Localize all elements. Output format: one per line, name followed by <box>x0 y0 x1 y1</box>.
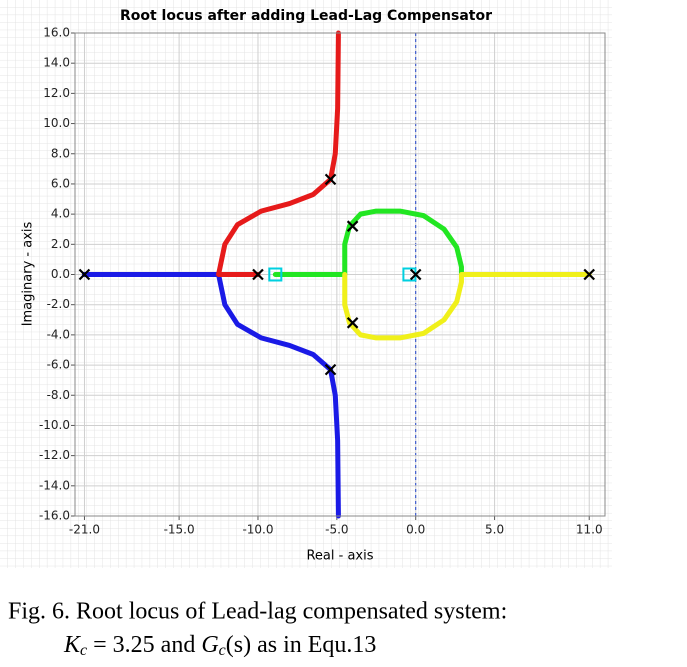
y-tick-label: 10.0 <box>43 116 70 130</box>
y-tick-label: -12.0 <box>39 448 70 462</box>
caption-line: Kc = 3.25 and Gc(s) as in Equ.13 <box>63 632 376 659</box>
caption-part: G <box>201 632 218 658</box>
y-tick-label: 6.0 <box>51 176 70 190</box>
locus-branch <box>216 30 341 277</box>
y-tick-label: -8.0 <box>47 388 70 402</box>
pole-marker <box>324 173 337 186</box>
pole-marker <box>346 220 359 232</box>
x-tick-label: -5.0 <box>325 523 348 537</box>
y-tick-label: 0.0 <box>51 267 70 281</box>
y-tick-label: 12.0 <box>43 86 70 100</box>
locus-branch <box>272 208 464 277</box>
pole-marker <box>252 268 264 281</box>
caption-part: c <box>80 642 87 659</box>
pole-marker <box>583 268 596 281</box>
y-tick-label: -4.0 <box>47 327 70 341</box>
y-tick-label: -14.0 <box>39 478 70 492</box>
caption-line: Fig. 6. Root locus of Lead-lag compensat… <box>8 599 507 625</box>
zero-marker <box>268 267 283 282</box>
marks <box>78 30 596 519</box>
pole-marker <box>78 268 91 281</box>
y-tick-label: -10.0 <box>39 418 70 432</box>
y-tick-label: 16.0 <box>43 26 70 40</box>
y-tick-label: 4.0 <box>51 207 70 221</box>
y-tick-label: -2.0 <box>47 297 70 311</box>
x-tick-label: 11.0 <box>576 523 603 537</box>
pole-marker <box>409 268 422 281</box>
chart-title: Root locus after adding Lead-Lag Compens… <box>120 8 492 24</box>
locus-branch <box>81 272 341 519</box>
y-axis-label: Imaginary - axis <box>21 221 36 326</box>
y-tick-label: -16.0 <box>39 509 70 523</box>
y-tick-label: 2.0 <box>51 237 70 251</box>
y-tick-label: 8.0 <box>51 146 70 160</box>
caption-part: = 3.25 and <box>87 632 201 658</box>
plot-border <box>74 32 606 517</box>
pole-marker <box>324 363 337 376</box>
x-tick-label: -21.0 <box>69 523 100 537</box>
x-tick-label: -10.0 <box>242 523 273 537</box>
y-tick-label: -6.0 <box>47 358 70 372</box>
x-tick-label: 0.0 <box>406 523 425 537</box>
caption-part: c <box>219 642 226 659</box>
caption-part: (s) as in Equ.13 <box>226 632 377 658</box>
x-tick-label: -15.0 <box>164 523 195 537</box>
x-tick-label: 5.0 <box>485 523 504 537</box>
caption-part: K <box>63 632 82 658</box>
y-tick-label: 14.0 <box>43 56 70 70</box>
pole-marker <box>346 317 359 329</box>
x-axis-label: Real - axis <box>306 549 373 564</box>
